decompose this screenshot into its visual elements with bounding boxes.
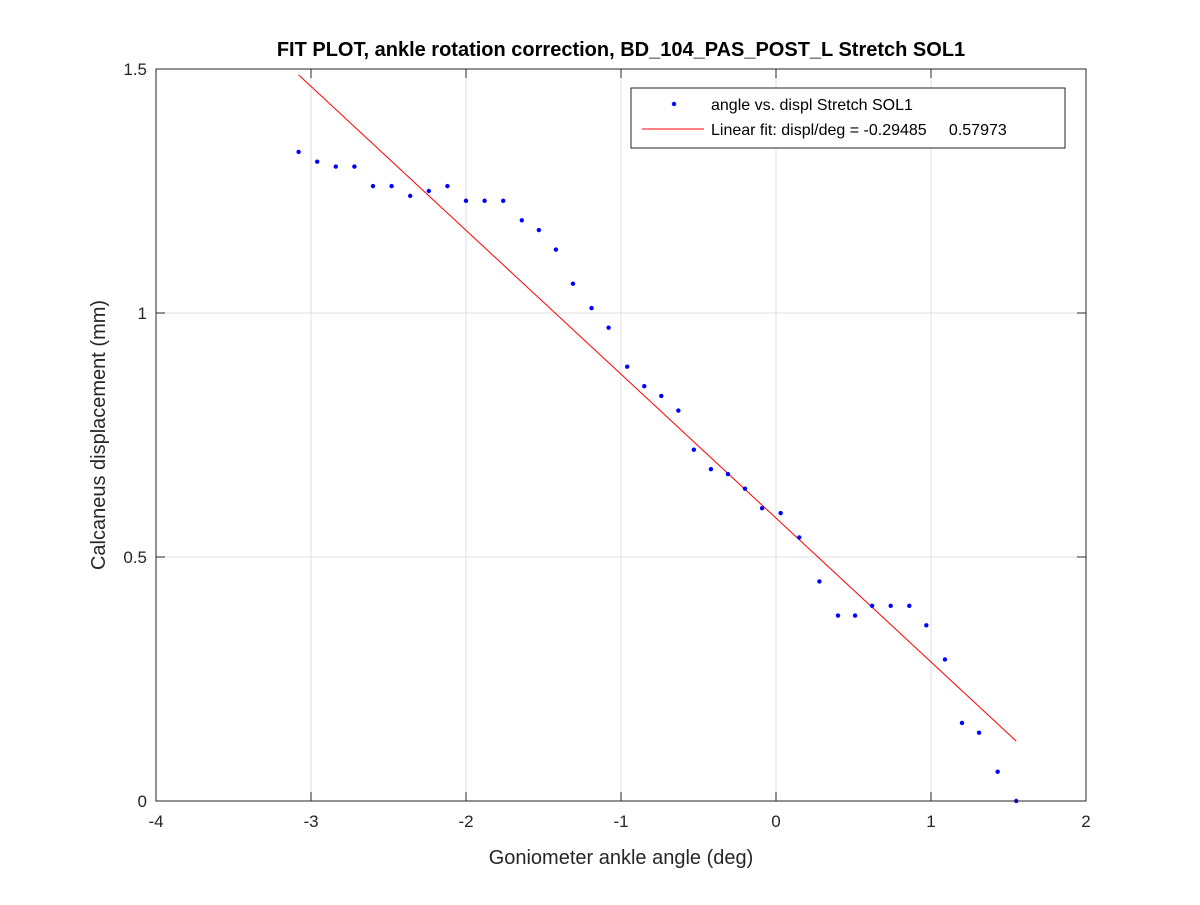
data-point (408, 193, 413, 199)
data-point (426, 188, 431, 194)
data-point (869, 603, 875, 608)
legend-marker-points (671, 101, 677, 107)
data-point (296, 149, 301, 155)
tick-labels: -4 -3 -2 -1 0 1 2 0 0.5 1 1.5 (123, 60, 1090, 831)
data-point (501, 198, 506, 203)
grid (156, 69, 1086, 801)
x-tick-label: 1 (926, 812, 935, 831)
data-point (589, 305, 594, 311)
data-point (659, 393, 664, 399)
data-point (625, 364, 630, 369)
data-point (642, 384, 647, 389)
data-point (907, 603, 912, 608)
data-point (759, 506, 765, 511)
data-point (536, 227, 542, 233)
y-axis-title: Calcaneus displacement (mm) (88, 300, 110, 570)
x-tick-label: -1 (613, 812, 628, 831)
legend-label-points: angle vs. displ Stretch SOL1 (711, 97, 913, 114)
data-point (797, 535, 802, 540)
x-tick-label: -3 (303, 812, 318, 831)
data-point (482, 198, 487, 203)
chart-title: FIT PLOT, ankle rotation correction, BD_… (277, 39, 965, 61)
legend-box (630, 87, 1066, 149)
y-tick-label: 0.5 (123, 548, 147, 567)
data-point (519, 218, 524, 223)
data-point (315, 159, 320, 164)
data-point (778, 510, 783, 516)
data-point (942, 657, 948, 662)
data-point (708, 466, 714, 472)
data-point (676, 408, 681, 413)
data-point (370, 183, 376, 189)
fit-line-layer (298, 74, 1017, 742)
axes (155, 68, 1087, 802)
legend-label-fit: Linear fit: displ/deg = -0.29485 0.57973 (711, 122, 1007, 139)
data-point (817, 579, 822, 584)
y-tick-label: 1 (138, 304, 147, 323)
data-point (463, 198, 469, 203)
data-point (959, 720, 965, 726)
x-tick-label: 2 (1081, 812, 1090, 831)
data-point (888, 603, 893, 608)
data-point (333, 164, 338, 169)
x-tick-label: -4 (148, 812, 163, 831)
data-point (445, 183, 450, 189)
legend: angle vs. displ Stretch SOL1 Linear fit:… (630, 87, 1066, 149)
x-tick-label: 0 (771, 812, 780, 831)
fit-line (298, 74, 1017, 742)
data-point (976, 730, 982, 735)
data-point (995, 769, 1000, 774)
x-axis-title: Goniometer ankle angle (deg) (489, 847, 754, 869)
y-tick-label: 0 (138, 792, 147, 811)
data-point (691, 447, 697, 452)
data-points-layer (296, 149, 1019, 804)
data-point (389, 183, 394, 189)
data-point (742, 486, 748, 491)
data-point (606, 325, 611, 330)
y-tick-label: 1.5 (123, 60, 147, 79)
data-point (352, 164, 357, 169)
data-point (924, 623, 929, 628)
data-point (725, 471, 731, 477)
data-point (553, 247, 559, 252)
x-tick-label: -2 (458, 812, 473, 831)
data-point (852, 613, 858, 618)
data-point (835, 613, 841, 618)
data-point (570, 281, 576, 286)
